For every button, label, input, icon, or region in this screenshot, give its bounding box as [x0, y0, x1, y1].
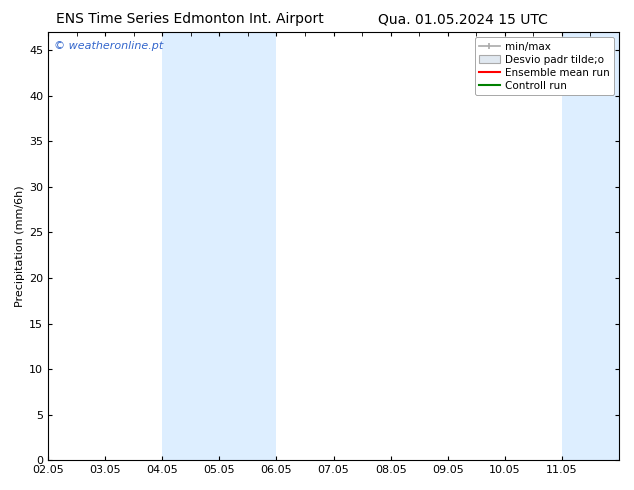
Y-axis label: Precipitation (mm/6h): Precipitation (mm/6h) — [15, 185, 25, 307]
Text: © weatheronline.pt: © weatheronline.pt — [54, 41, 163, 50]
Bar — [562, 32, 590, 460]
Bar — [191, 32, 276, 460]
Legend: min/max, Desvio padr tilde;o, Ensemble mean run, Controll run: min/max, Desvio padr tilde;o, Ensemble m… — [475, 37, 614, 95]
Bar — [162, 32, 191, 460]
Text: Qua. 01.05.2024 15 UTC: Qua. 01.05.2024 15 UTC — [378, 12, 548, 26]
Bar — [590, 32, 619, 460]
Text: ENS Time Series Edmonton Int. Airport: ENS Time Series Edmonton Int. Airport — [56, 12, 324, 26]
